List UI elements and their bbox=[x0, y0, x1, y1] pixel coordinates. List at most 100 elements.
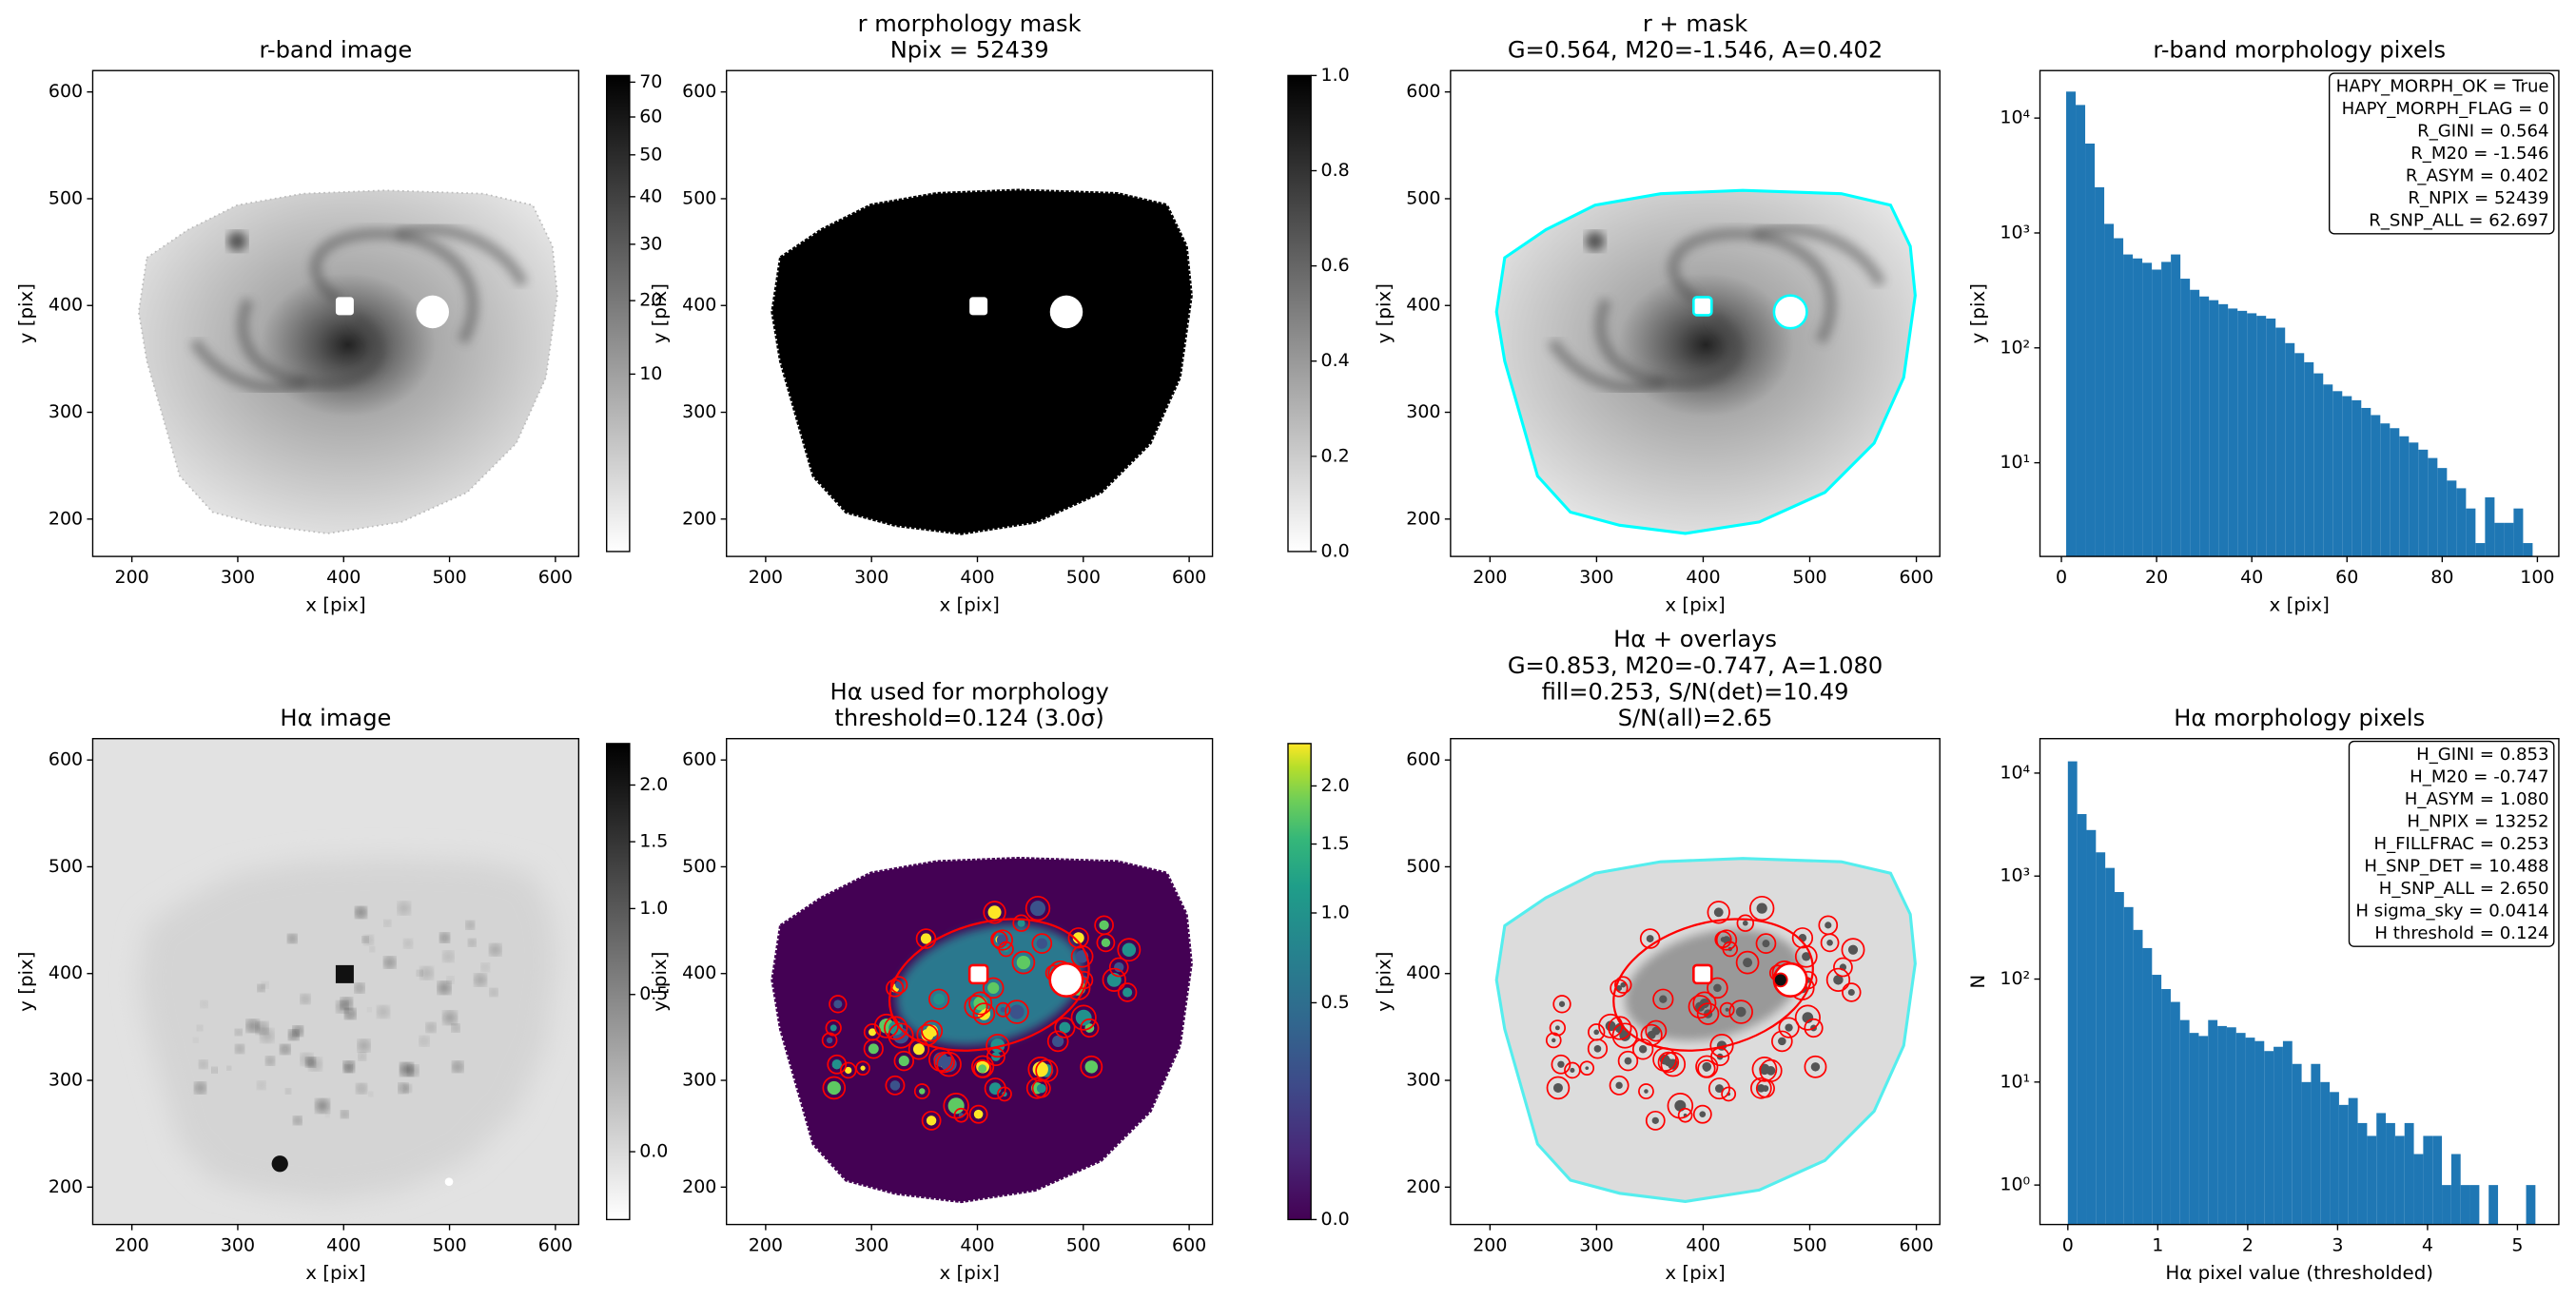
hii-region bbox=[285, 1088, 291, 1095]
y-axis-label: y [pix] bbox=[1373, 951, 1395, 1011]
hii-region bbox=[446, 977, 454, 984]
hii-region bbox=[358, 1039, 370, 1052]
contour bbox=[997, 1086, 1012, 1102]
y-tick-label: 200 bbox=[682, 1176, 716, 1197]
colorbar-tick-label: 10 bbox=[639, 363, 662, 384]
hii-region bbox=[987, 905, 1002, 920]
contour bbox=[1818, 915, 1839, 936]
contour bbox=[936, 1051, 962, 1077]
hist-bar bbox=[2199, 296, 2210, 557]
hii-region bbox=[1593, 1029, 1600, 1036]
hii-region bbox=[452, 1061, 463, 1073]
x-tick-label: 40 bbox=[2240, 567, 2263, 588]
contour bbox=[1617, 1050, 1639, 1072]
y-tick-label: 200 bbox=[1406, 1176, 1440, 1197]
image bbox=[137, 189, 558, 534]
hist-bar bbox=[2367, 1135, 2377, 1225]
hist-bar bbox=[2475, 543, 2486, 557]
contour bbox=[1667, 1093, 1694, 1119]
hist-bar bbox=[2114, 238, 2124, 557]
x-tick-label: 400 bbox=[326, 1235, 361, 1256]
hii-region bbox=[439, 933, 450, 943]
y-tick-label: 10³ bbox=[2000, 865, 2030, 886]
hii-region bbox=[888, 1020, 904, 1036]
contour bbox=[873, 1013, 899, 1038]
stats-box bbox=[2328, 72, 2555, 235]
hii-region bbox=[489, 988, 498, 997]
hist-bar bbox=[2442, 1185, 2451, 1225]
hist-bar bbox=[2494, 522, 2505, 557]
contour bbox=[888, 1022, 914, 1049]
contour bbox=[1692, 991, 1717, 1016]
y-tick-label: 600 bbox=[682, 749, 716, 770]
hii-region bbox=[438, 981, 451, 995]
hist-bar bbox=[2304, 361, 2314, 557]
hii-region bbox=[211, 1067, 218, 1074]
x-axis-label: x [pix] bbox=[305, 1262, 365, 1284]
hist-bar bbox=[2523, 543, 2533, 557]
x-tick-label: 400 bbox=[1686, 1235, 1720, 1256]
hii-region bbox=[480, 962, 490, 972]
y-tick-label: 10⁴ bbox=[2000, 107, 2030, 128]
x-tick-label: 200 bbox=[115, 567, 149, 588]
stats-line: H_GINI = 0.853 bbox=[2416, 745, 2548, 765]
hist-bar bbox=[2357, 1122, 2368, 1225]
contour bbox=[884, 1016, 908, 1040]
contour bbox=[964, 995, 988, 1019]
contour bbox=[1067, 927, 1089, 949]
hii-region bbox=[316, 1098, 329, 1113]
hii-region bbox=[1000, 1006, 1006, 1013]
hii-region bbox=[1558, 1000, 1566, 1007]
hii-region bbox=[1659, 995, 1668, 1003]
y-tick-label: 200 bbox=[49, 508, 83, 529]
contour bbox=[1755, 1078, 1775, 1098]
hist-bar bbox=[2418, 449, 2429, 557]
x-tick-label: 1 bbox=[2152, 1235, 2163, 1256]
y-tick-label: 400 bbox=[682, 295, 716, 316]
hii-region bbox=[341, 1110, 349, 1118]
hii-region bbox=[1030, 901, 1046, 917]
hist-bar bbox=[2245, 1038, 2255, 1225]
mask bbox=[771, 188, 1193, 535]
hii-region bbox=[1778, 1037, 1786, 1046]
y-tick-label: 600 bbox=[1406, 81, 1440, 102]
hii-region bbox=[199, 1060, 207, 1069]
colorbar-tick-label: 0.8 bbox=[1321, 160, 1350, 181]
hist-bar bbox=[2469, 1185, 2480, 1225]
y-tick-label: 300 bbox=[682, 1070, 716, 1091]
hist-bar bbox=[2190, 289, 2200, 557]
x-tick-label: 600 bbox=[1899, 567, 1933, 588]
x-axis-label: x [pix] bbox=[1665, 593, 1725, 615]
hii-region bbox=[426, 1022, 436, 1033]
y-tick-label: 10³ bbox=[2000, 222, 2030, 243]
y-axis-label: y [pix] bbox=[1373, 283, 1395, 343]
contour bbox=[1660, 1051, 1687, 1077]
masked-source bbox=[335, 297, 354, 316]
contour bbox=[1794, 944, 1818, 968]
y-tick-label: 600 bbox=[1406, 749, 1440, 770]
hist-bar bbox=[2133, 258, 2143, 557]
x-tick-label: 300 bbox=[854, 1235, 888, 1256]
contour bbox=[1102, 967, 1126, 992]
panel-title: Hα used for morphology bbox=[830, 678, 1109, 705]
hist-bar bbox=[2275, 327, 2286, 557]
x-tick-label: 500 bbox=[1792, 1235, 1826, 1256]
y-axis-label: N bbox=[1967, 975, 1989, 989]
x-tick-label: 200 bbox=[1473, 1235, 1507, 1256]
colorbar-tick-label: 0.0 bbox=[639, 1141, 668, 1162]
y-tick-label: 500 bbox=[682, 187, 716, 208]
contour bbox=[915, 928, 937, 949]
hist-bar bbox=[2198, 1036, 2209, 1225]
hii-region bbox=[973, 1109, 984, 1119]
contour bbox=[1117, 982, 1138, 1002]
hist-bar bbox=[2123, 254, 2134, 557]
x-tick-label: 300 bbox=[854, 567, 888, 588]
colorbar-tick-label: 0.5 bbox=[639, 983, 668, 1004]
hist-bar bbox=[2423, 1135, 2433, 1225]
colorbar-tick-label: 0.2 bbox=[1321, 445, 1350, 466]
panel-title: Npix = 52439 bbox=[890, 37, 1049, 64]
colorbar-tick-label: 0.6 bbox=[1321, 255, 1350, 276]
contour bbox=[1094, 915, 1114, 936]
contour bbox=[855, 1060, 870, 1077]
